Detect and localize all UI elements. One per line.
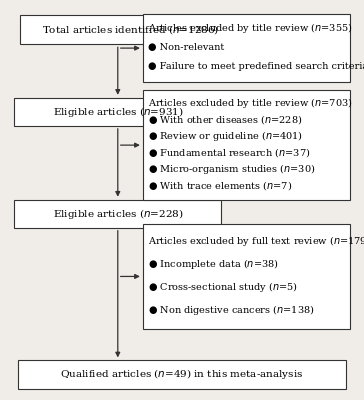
Text: ● Fundamental research ($n$=37): ● Fundamental research ($n$=37) bbox=[149, 146, 311, 159]
Text: Qualified articles ($n$=49) in this meta-analysis: Qualified articles ($n$=49) in this meta… bbox=[60, 368, 304, 382]
Text: Eligible articles ($n$=931): Eligible articles ($n$=931) bbox=[52, 105, 183, 119]
Text: ● Cross-sectional study ($n$=5): ● Cross-sectional study ($n$=5) bbox=[149, 280, 298, 294]
Text: ● Non digestive cancers ($n$=138): ● Non digestive cancers ($n$=138) bbox=[149, 303, 315, 317]
Bar bbox=[143, 224, 350, 329]
Text: ● Incomplete data ($n$=38): ● Incomplete data ($n$=38) bbox=[149, 257, 279, 271]
Bar bbox=[143, 90, 350, 200]
Text: ● Failure to meet predefined search criteria: ● Failure to meet predefined search crit… bbox=[149, 62, 364, 70]
Text: ● Review or guideline ($n$=401): ● Review or guideline ($n$=401) bbox=[149, 129, 304, 143]
Text: Eligible articles ($n$=228): Eligible articles ($n$=228) bbox=[52, 207, 183, 221]
Text: ● Micro-organism studies ($n$=30): ● Micro-organism studies ($n$=30) bbox=[149, 162, 316, 176]
Bar bbox=[20, 15, 241, 44]
Bar bbox=[14, 98, 221, 126]
Bar bbox=[143, 14, 350, 82]
Bar bbox=[18, 360, 346, 388]
Text: Articles excluded by title review ($n$=355): Articles excluded by title review ($n$=3… bbox=[149, 21, 353, 35]
Text: ● With trace elements ($n$=7): ● With trace elements ($n$=7) bbox=[149, 179, 293, 192]
Text: ● With other diseases ($n$=228): ● With other diseases ($n$=228) bbox=[149, 113, 303, 126]
Bar bbox=[14, 200, 221, 228]
Text: Total articles identified ($n$=1286): Total articles identified ($n$=1286) bbox=[41, 23, 219, 36]
Text: ● Non-relevant: ● Non-relevant bbox=[149, 43, 225, 52]
Text: Articles excluded by full text review ($n$=179): Articles excluded by full text review ($… bbox=[149, 234, 364, 248]
Text: Articles excluded by title review ($n$=703): Articles excluded by title review ($n$=7… bbox=[149, 96, 353, 110]
